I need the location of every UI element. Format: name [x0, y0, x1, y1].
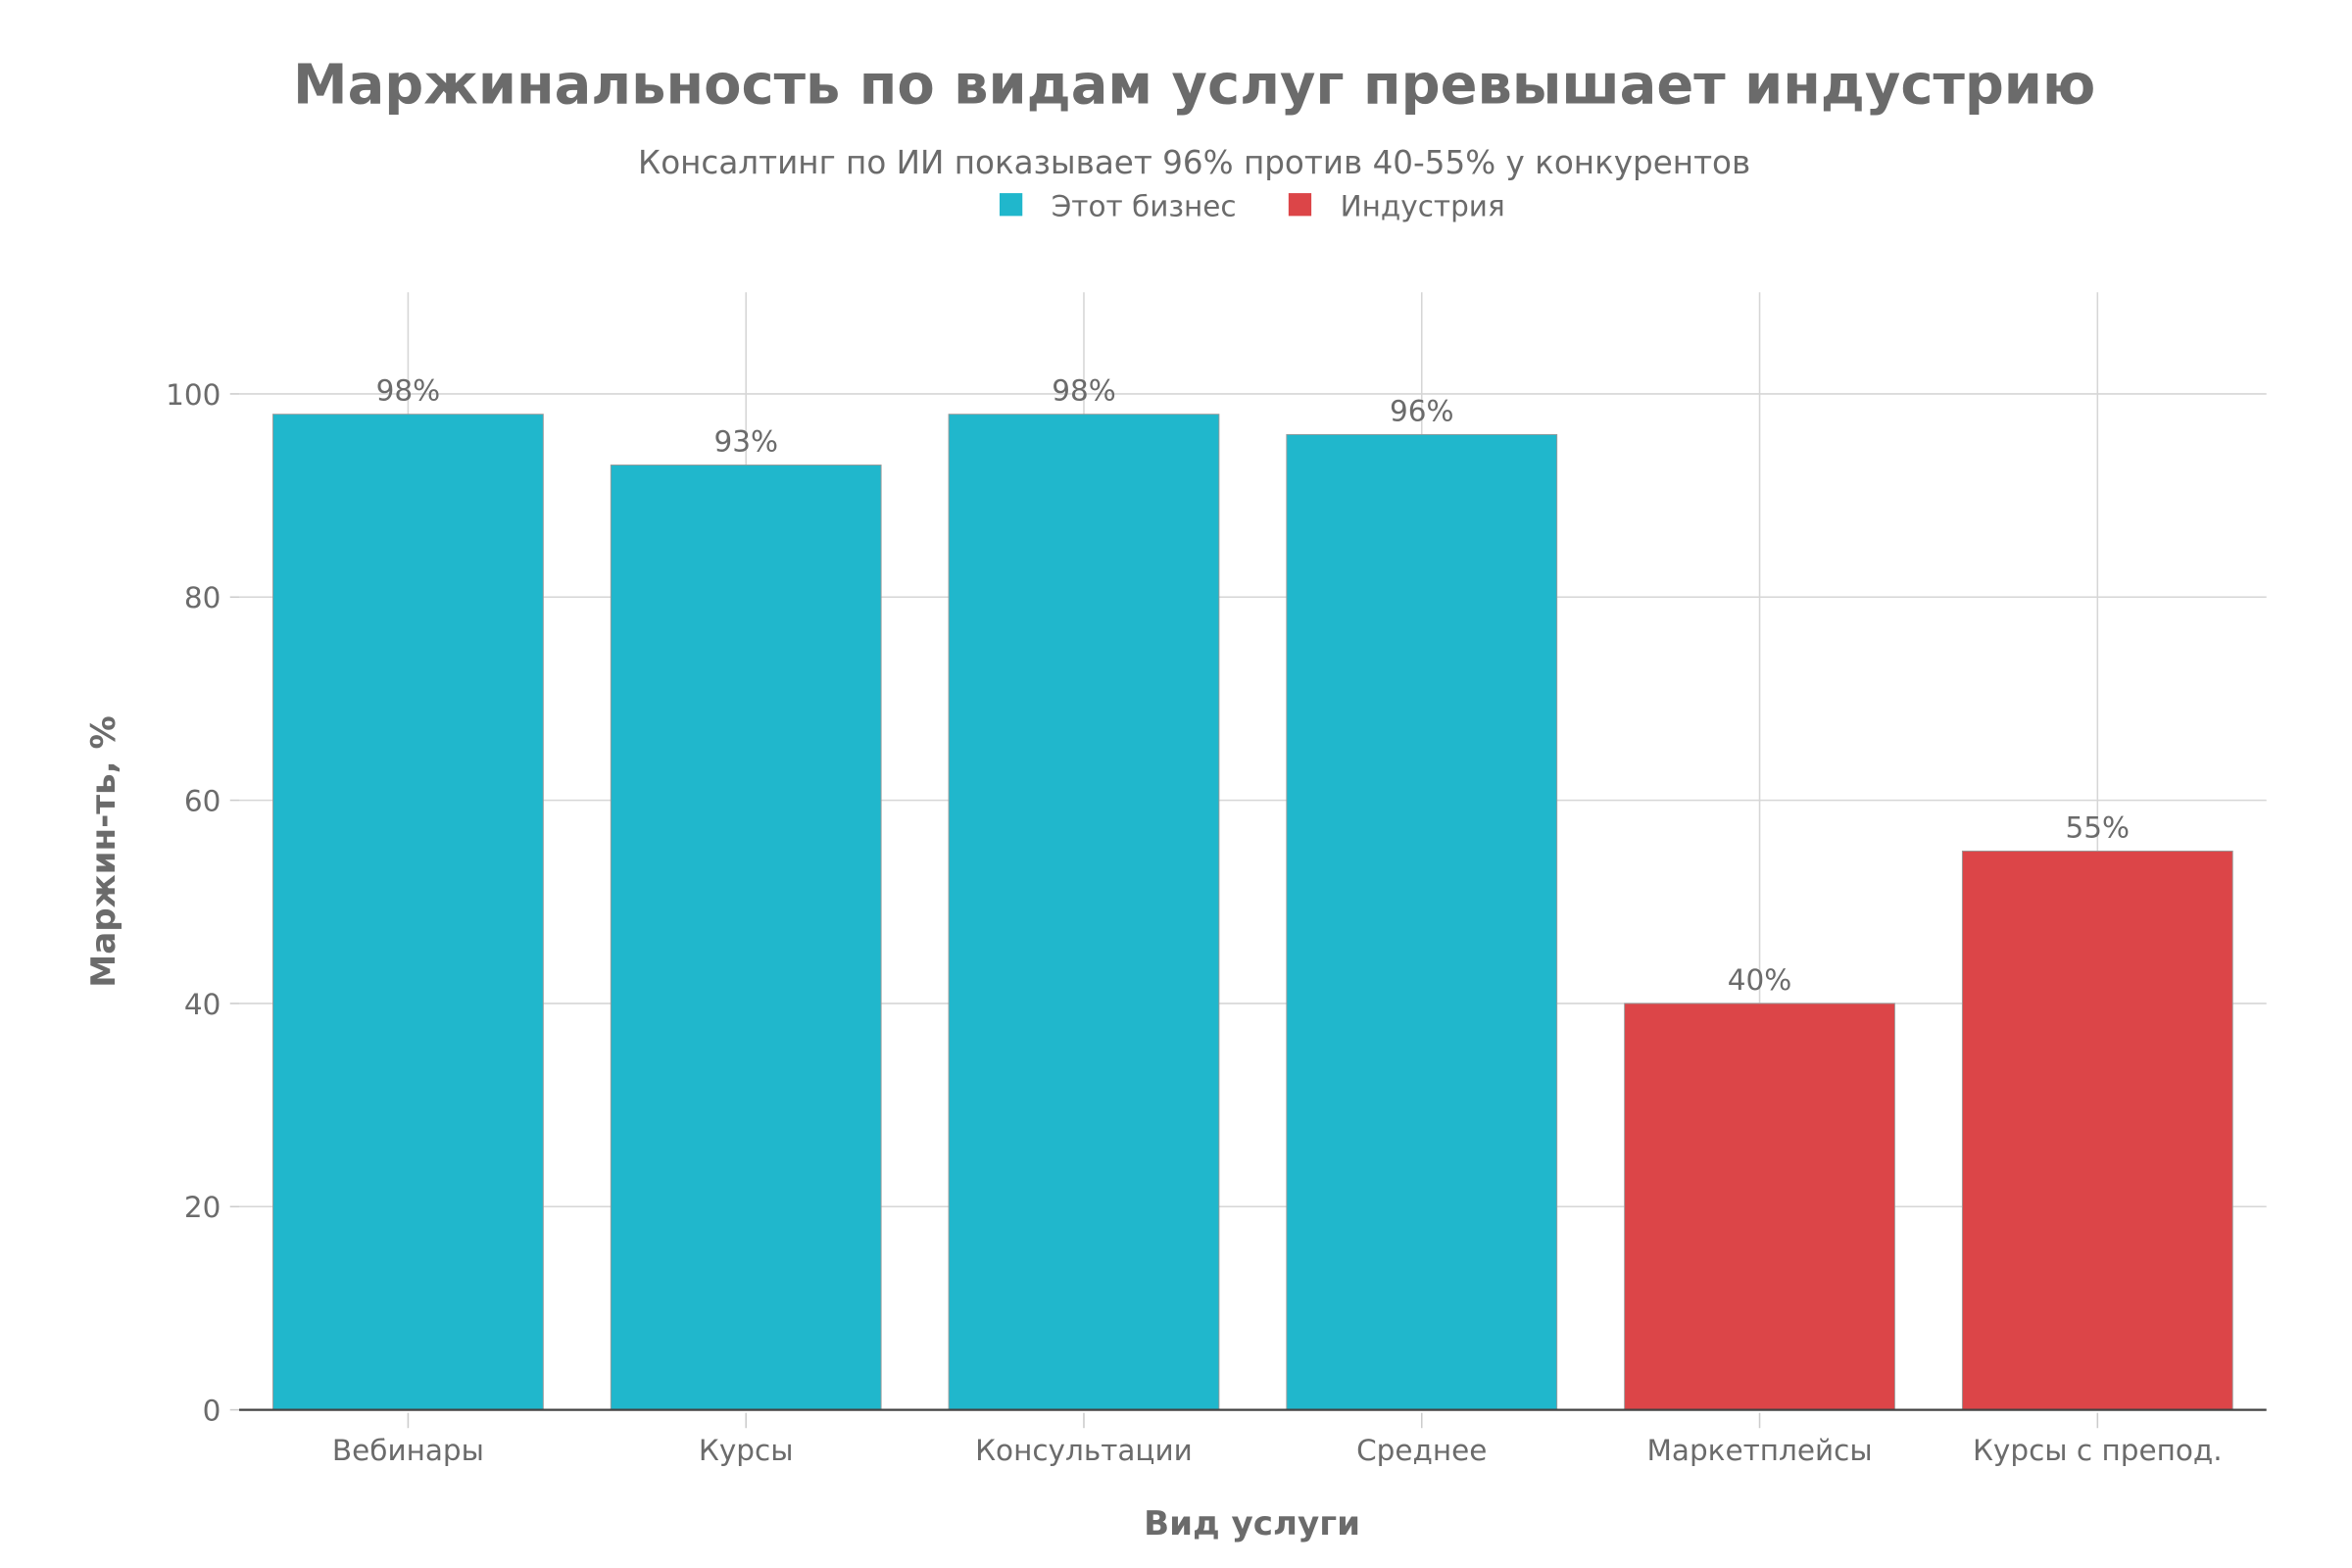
legend: Этот бизнес Индустрия — [999, 189, 1505, 222]
y-tick-label: 20 — [184, 1191, 221, 1224]
bars — [272, 414, 2233, 1411]
bar — [1286, 433, 1558, 1411]
x-tick-label: Вебинары — [332, 1434, 484, 1467]
data-label: 55% — [2066, 810, 2130, 844]
x-axis-title: Вид услуги — [1144, 1504, 1360, 1544]
y-tick-label: 0 — [203, 1394, 221, 1427]
x-tick-label: Курсы с препод. — [1973, 1434, 2223, 1467]
bar — [1961, 850, 2233, 1411]
x-tick-label: Консультации — [975, 1434, 1193, 1467]
bar — [272, 414, 544, 1411]
data-label: 40% — [1728, 963, 1792, 997]
y-tick-label: 80 — [184, 581, 221, 614]
data-label: 96% — [1390, 394, 1454, 427]
data-labels: 98% 93% 98% 96% 40% 55% — [376, 374, 2130, 997]
chart-title: Маржинальность по видам услуг превышает … — [293, 54, 2095, 118]
data-label: 98% — [376, 374, 441, 408]
bar — [948, 414, 1220, 1411]
legend-swatch — [999, 193, 1023, 217]
data-label: 93% — [713, 425, 778, 459]
x-tick-label: Курсы — [699, 1434, 794, 1467]
legend-label: Индустрия — [1341, 189, 1505, 222]
y-axis-title: Маржин-ть, % — [84, 715, 123, 987]
bar — [1624, 1003, 1895, 1411]
axes: 0 20 40 60 80 100 Вебинары Курсы Консультации Сре… — [166, 378, 2267, 1467]
chart-subtitle: Консалтинг по ИИ показывает 96% против 4… — [638, 144, 1750, 181]
y-tick-label: 60 — [184, 784, 221, 817]
x-tick-label: Маркетплейсы — [1646, 1434, 1872, 1467]
data-label: 98% — [1052, 374, 1116, 408]
bar — [610, 465, 882, 1411]
legend-swatch — [1288, 193, 1312, 217]
x-tick-label: Среднее — [1356, 1434, 1487, 1467]
y-tick-label: 40 — [184, 988, 221, 1021]
legend-label: Этот бизнес — [1052, 189, 1237, 222]
y-tick-label: 100 — [166, 378, 220, 412]
